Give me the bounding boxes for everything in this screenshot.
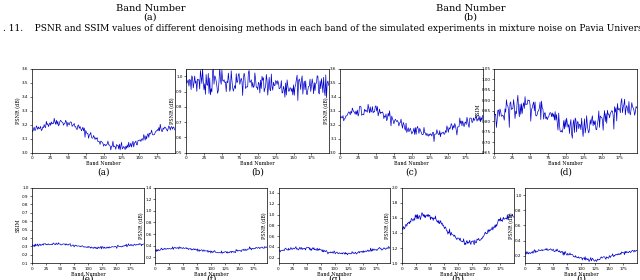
Y-axis label: SSIM: SSIM (476, 104, 480, 117)
Text: Band Number: Band Number (436, 4, 505, 13)
Y-axis label: PSNR (dB): PSNR (dB) (262, 212, 267, 239)
Text: (c): (c) (405, 168, 417, 177)
X-axis label: Band Number: Band Number (240, 162, 275, 167)
X-axis label: Band Number: Band Number (70, 272, 105, 277)
Text: (g): (g) (328, 274, 341, 280)
Text: (a): (a) (97, 168, 109, 177)
Text: (h): (h) (451, 274, 464, 280)
Text: (b): (b) (251, 168, 264, 177)
Text: (b): (b) (463, 13, 477, 22)
Y-axis label: PSNR (dB): PSNR (dB) (385, 212, 390, 239)
X-axis label: Band Number: Band Number (86, 162, 120, 167)
Text: (f): (f) (206, 274, 216, 280)
X-axis label: Band Number: Band Number (564, 272, 598, 277)
X-axis label: Band Number: Band Number (194, 272, 228, 277)
Text: Band Number: Band Number (116, 4, 185, 13)
Text: (a): (a) (143, 13, 157, 22)
Y-axis label: PSNR (dB): PSNR (dB) (15, 97, 20, 124)
Y-axis label: PSNR (dB): PSNR (dB) (324, 97, 329, 124)
X-axis label: Band Number: Band Number (440, 272, 475, 277)
Text: (i): (i) (576, 274, 586, 280)
X-axis label: Band Number: Band Number (548, 162, 583, 167)
Y-axis label: PSNR (dB): PSNR (dB) (139, 212, 144, 239)
X-axis label: Band Number: Band Number (317, 272, 352, 277)
Y-axis label: PSNR (dB): PSNR (dB) (170, 97, 175, 124)
Text: . 11.    PSNR and SSIM values of different denoising methods in each band of the: . 11. PSNR and SSIM values of different … (3, 24, 640, 33)
Y-axis label: SSIM: SSIM (15, 219, 20, 232)
Text: (d): (d) (559, 168, 572, 177)
Text: (e): (e) (82, 274, 94, 280)
X-axis label: Band Number: Band Number (394, 162, 429, 167)
Y-axis label: PSNR (dB): PSNR (dB) (509, 212, 514, 239)
